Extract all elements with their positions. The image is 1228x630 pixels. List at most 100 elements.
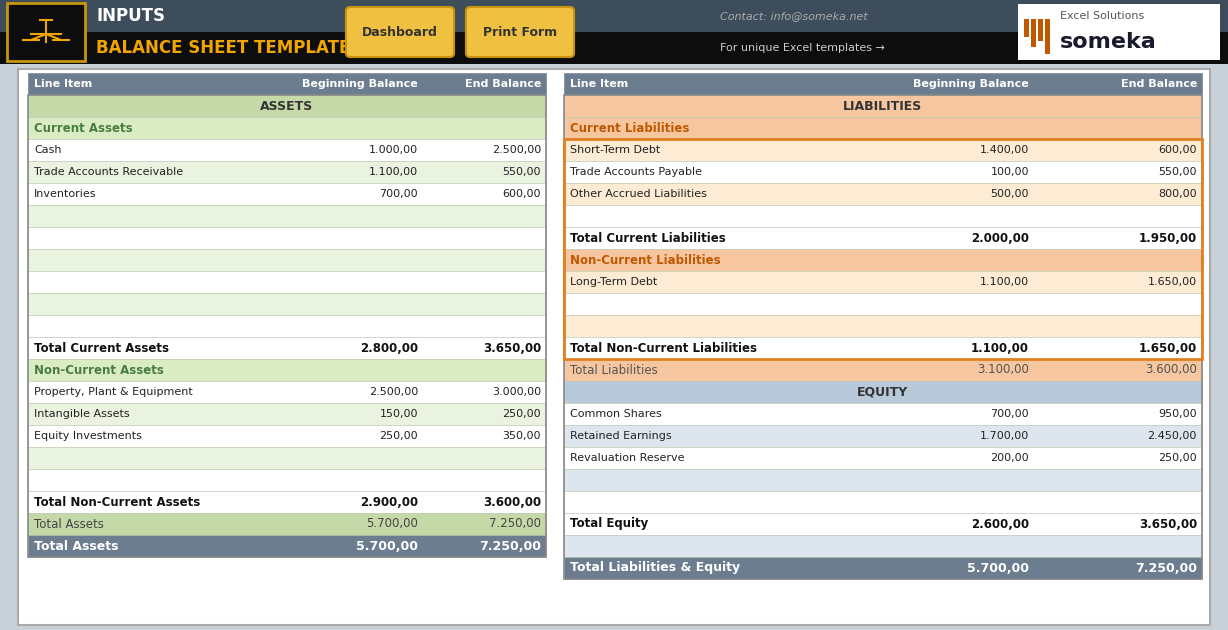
Text: 350,00: 350,00 bbox=[502, 431, 542, 441]
Bar bbox=[28, 95, 546, 117]
Text: 800,00: 800,00 bbox=[1158, 189, 1197, 199]
Text: Total Equity: Total Equity bbox=[570, 517, 648, 530]
Text: Common Shares: Common Shares bbox=[570, 409, 662, 419]
Bar bbox=[28, 381, 546, 403]
Text: 7.250,00: 7.250,00 bbox=[479, 539, 542, 553]
Bar bbox=[564, 403, 1202, 425]
Text: 1.950,00: 1.950,00 bbox=[1138, 231, 1197, 244]
Bar bbox=[1018, 4, 1219, 60]
Bar bbox=[0, 0, 1228, 32]
Bar bbox=[564, 425, 1202, 447]
Text: Beginning Balance: Beginning Balance bbox=[914, 79, 1029, 89]
Bar bbox=[564, 381, 1202, 403]
Bar bbox=[1032, 19, 1036, 47]
Text: Line Item: Line Item bbox=[570, 79, 629, 89]
Text: Current Assets: Current Assets bbox=[34, 122, 133, 134]
Text: 700,00: 700,00 bbox=[990, 409, 1029, 419]
Bar bbox=[28, 161, 546, 183]
Bar bbox=[564, 535, 1202, 557]
Bar bbox=[28, 205, 546, 227]
Text: BALANCE SHEET TEMPLATE: BALANCE SHEET TEMPLATE bbox=[96, 39, 350, 57]
Text: 1.650,00: 1.650,00 bbox=[1138, 341, 1197, 355]
Text: Intangible Assets: Intangible Assets bbox=[34, 409, 130, 419]
Bar bbox=[28, 271, 546, 293]
Bar bbox=[28, 447, 546, 469]
Bar bbox=[7, 3, 85, 61]
Bar bbox=[28, 337, 546, 359]
Text: Revaluation Reserve: Revaluation Reserve bbox=[570, 453, 684, 463]
Text: Non-Current Assets: Non-Current Assets bbox=[34, 364, 163, 377]
Bar bbox=[564, 469, 1202, 491]
Text: Total Current Assets: Total Current Assets bbox=[34, 341, 169, 355]
Text: Trade Accounts Receivable: Trade Accounts Receivable bbox=[34, 167, 183, 177]
Bar bbox=[1024, 19, 1029, 37]
Bar bbox=[564, 183, 1202, 205]
Text: 7.250,00: 7.250,00 bbox=[489, 517, 542, 530]
Bar bbox=[28, 425, 546, 447]
Text: Total Current Liabilities: Total Current Liabilities bbox=[570, 231, 726, 244]
Text: 3.650,00: 3.650,00 bbox=[483, 341, 542, 355]
Text: 100,00: 100,00 bbox=[991, 167, 1029, 177]
Text: Total Liabilities & Equity: Total Liabilities & Equity bbox=[570, 561, 740, 575]
Text: Print Form: Print Form bbox=[483, 25, 558, 38]
Text: 2.500,00: 2.500,00 bbox=[491, 145, 542, 155]
Text: 2.600,00: 2.600,00 bbox=[971, 517, 1029, 530]
Bar bbox=[564, 271, 1202, 293]
Text: 1.650,00: 1.650,00 bbox=[1148, 277, 1197, 287]
Text: 5.700,00: 5.700,00 bbox=[356, 539, 418, 553]
Text: 1.100,00: 1.100,00 bbox=[980, 277, 1029, 287]
Text: 250,00: 250,00 bbox=[379, 431, 418, 441]
Bar bbox=[564, 447, 1202, 469]
Text: Equity Investments: Equity Investments bbox=[34, 431, 142, 441]
Bar bbox=[564, 117, 1202, 139]
Bar bbox=[28, 403, 546, 425]
Bar bbox=[1045, 19, 1050, 54]
Bar bbox=[564, 249, 1202, 271]
Bar bbox=[1038, 19, 1043, 41]
Text: 3.100,00: 3.100,00 bbox=[977, 364, 1029, 377]
Text: For unique Excel templates →: For unique Excel templates → bbox=[720, 43, 885, 53]
Text: 3.000,00: 3.000,00 bbox=[492, 387, 542, 397]
Bar bbox=[28, 491, 546, 513]
Bar bbox=[28, 293, 546, 315]
Text: 600,00: 600,00 bbox=[502, 189, 542, 199]
Text: 5.700,00: 5.700,00 bbox=[366, 517, 418, 530]
Text: 2.000,00: 2.000,00 bbox=[971, 231, 1029, 244]
Text: 250,00: 250,00 bbox=[1158, 453, 1197, 463]
Bar bbox=[564, 337, 1202, 359]
Bar bbox=[564, 315, 1202, 337]
Text: End Balance: End Balance bbox=[1121, 79, 1197, 89]
Bar bbox=[564, 139, 1202, 161]
Text: 1.400,00: 1.400,00 bbox=[980, 145, 1029, 155]
Text: Other Accrued Liabilities: Other Accrued Liabilities bbox=[570, 189, 707, 199]
Text: 2.450,00: 2.450,00 bbox=[1148, 431, 1197, 441]
Text: Beginning Balance: Beginning Balance bbox=[302, 79, 418, 89]
Text: 250,00: 250,00 bbox=[502, 409, 542, 419]
Text: EQUITY: EQUITY bbox=[857, 386, 909, 399]
Text: Current Liabilities: Current Liabilities bbox=[570, 122, 689, 134]
Bar bbox=[564, 491, 1202, 513]
Text: 3.600,00: 3.600,00 bbox=[483, 496, 542, 508]
FancyBboxPatch shape bbox=[465, 7, 573, 57]
Bar bbox=[564, 95, 1202, 579]
Text: 950,00: 950,00 bbox=[1158, 409, 1197, 419]
Bar bbox=[564, 95, 1202, 117]
Text: LIABILITIES: LIABILITIES bbox=[844, 100, 922, 113]
Text: 150,00: 150,00 bbox=[379, 409, 418, 419]
Text: Total Non-Current Assets: Total Non-Current Assets bbox=[34, 496, 200, 508]
Text: Total Assets: Total Assets bbox=[34, 539, 118, 553]
Text: Trade Accounts Payable: Trade Accounts Payable bbox=[570, 167, 702, 177]
Bar bbox=[564, 359, 1202, 381]
Bar bbox=[564, 557, 1202, 579]
Text: 7.250,00: 7.250,00 bbox=[1135, 561, 1197, 575]
Bar bbox=[28, 469, 546, 491]
Bar bbox=[564, 293, 1202, 315]
Text: Cash: Cash bbox=[34, 145, 61, 155]
Text: Long-Term Debt: Long-Term Debt bbox=[570, 277, 657, 287]
Text: Total Liabilities: Total Liabilities bbox=[570, 364, 658, 377]
Text: 2.500,00: 2.500,00 bbox=[368, 387, 418, 397]
Text: Retained Earnings: Retained Earnings bbox=[570, 431, 672, 441]
Bar bbox=[28, 73, 546, 95]
Text: Total Assets: Total Assets bbox=[34, 517, 104, 530]
Bar bbox=[564, 205, 1202, 227]
